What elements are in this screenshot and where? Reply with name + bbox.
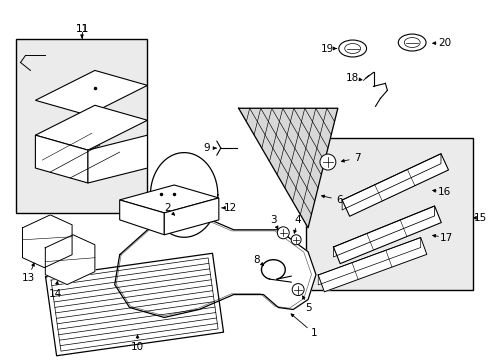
Text: 11: 11	[75, 24, 88, 33]
Polygon shape	[88, 135, 147, 183]
Circle shape	[291, 235, 301, 245]
Polygon shape	[115, 215, 315, 318]
Ellipse shape	[398, 34, 425, 51]
Text: 19: 19	[321, 44, 334, 54]
Text: 20: 20	[437, 37, 450, 48]
Polygon shape	[333, 206, 434, 257]
Polygon shape	[35, 105, 147, 150]
Circle shape	[277, 227, 288, 239]
Text: 8: 8	[253, 255, 259, 265]
Polygon shape	[120, 185, 219, 213]
Polygon shape	[342, 154, 447, 216]
Circle shape	[292, 284, 304, 296]
Text: 14: 14	[48, 289, 61, 298]
Text: 3: 3	[269, 215, 276, 225]
Polygon shape	[318, 238, 426, 292]
Ellipse shape	[338, 40, 366, 57]
Text: 17: 17	[439, 233, 452, 243]
Polygon shape	[120, 200, 164, 235]
Text: 6: 6	[336, 195, 343, 205]
Text: 1: 1	[310, 328, 317, 338]
Text: 10: 10	[131, 342, 144, 352]
Circle shape	[319, 154, 335, 170]
Polygon shape	[22, 215, 72, 268]
Ellipse shape	[344, 44, 360, 54]
Bar	[16, 39, 147, 213]
Polygon shape	[164, 198, 219, 235]
Polygon shape	[342, 154, 440, 210]
Text: 5: 5	[304, 302, 311, 312]
Ellipse shape	[404, 37, 419, 48]
Text: 15: 15	[473, 213, 486, 223]
Text: 9: 9	[203, 143, 210, 153]
Text: 11: 11	[75, 24, 88, 33]
Text: 13: 13	[22, 273, 35, 283]
Text: 12: 12	[224, 203, 237, 213]
Polygon shape	[150, 153, 217, 237]
Polygon shape	[333, 206, 440, 264]
Polygon shape	[35, 135, 88, 183]
Text: 16: 16	[437, 187, 450, 197]
Polygon shape	[45, 235, 95, 285]
Text: 4: 4	[294, 215, 301, 225]
Text: 7: 7	[354, 153, 360, 163]
Polygon shape	[45, 253, 223, 356]
Polygon shape	[35, 71, 147, 115]
Bar	[305, 138, 472, 289]
Polygon shape	[318, 238, 420, 285]
Text: 18: 18	[346, 73, 359, 84]
Polygon shape	[238, 108, 337, 228]
Text: 2: 2	[163, 203, 170, 213]
